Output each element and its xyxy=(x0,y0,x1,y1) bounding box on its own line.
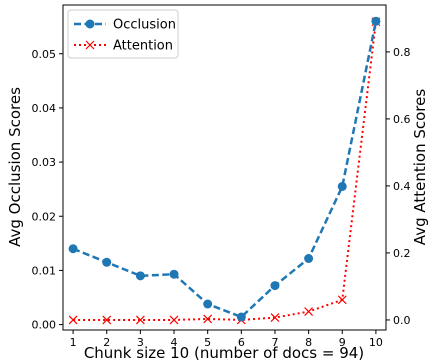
occlusion-point xyxy=(270,281,280,291)
x-tick-label: 10 xyxy=(369,336,383,349)
right-y-tick-label: 0.0 xyxy=(393,314,411,327)
right-y-tick-label: 0.8 xyxy=(393,46,411,59)
attention-point xyxy=(102,315,112,325)
legend-occlusion-marker xyxy=(85,19,95,29)
attention-point xyxy=(135,315,145,325)
right-y-axis-label: Avg Attention Scores xyxy=(411,89,429,246)
legend-attention-marker xyxy=(85,40,95,50)
left-y-tick-label: 0.04 xyxy=(32,102,57,115)
left-y-tick-label: 0.01 xyxy=(32,264,57,277)
occlusion-point xyxy=(304,254,314,263)
occlusion-point xyxy=(135,271,145,281)
x-axis: 1 2 3 4 5 6 7 8 9 10 xyxy=(70,330,383,349)
x-tick-label: 7 xyxy=(271,336,278,349)
left-y-tick-label: 0.00 xyxy=(32,319,57,332)
attention-series-line xyxy=(73,21,377,321)
x-tick-label: 3 xyxy=(137,336,144,349)
left-y-tick-label: 0.02 xyxy=(32,210,57,223)
occlusion-point xyxy=(169,269,179,279)
left-y-axis: 0.00 0.01 0.02 0.03 0.04 0.05 xyxy=(32,48,63,332)
left-y-tick-label: 0.05 xyxy=(32,48,57,61)
left-y-tick-label: 0.03 xyxy=(32,156,57,169)
x-tick-label: 8 xyxy=(305,336,312,349)
x-tick-label: 5 xyxy=(204,336,211,349)
x-tick-label: 6 xyxy=(238,336,245,349)
attention-point xyxy=(270,313,280,323)
right-y-tick-label: 0.4 xyxy=(393,180,411,193)
attention-point xyxy=(304,307,314,316)
occlusion-point xyxy=(68,244,78,254)
right-y-tick-label: 0.2 xyxy=(393,247,411,260)
x-axis-label: Chunk size 10 (number of docs = 94) xyxy=(84,344,364,362)
occlusion-point xyxy=(236,312,246,322)
x-tick-label: 9 xyxy=(339,336,346,349)
x-tick-label: 2 xyxy=(103,336,110,349)
occlusion-point xyxy=(102,257,112,267)
occlusion-point xyxy=(371,16,381,26)
right-y-axis: 0.0 0.2 0.4 0.6 0.8 xyxy=(386,46,411,327)
occlusion-point xyxy=(203,299,213,309)
legend-attention-label: Attention xyxy=(113,39,173,54)
attention-point xyxy=(68,315,78,325)
occlusion-series-line xyxy=(72,21,378,319)
legend: Occlusion Attention xyxy=(67,9,179,59)
legend-occlusion-label: Occlusion xyxy=(113,18,176,33)
occlusion-point xyxy=(337,181,347,191)
left-y-axis-label: Avg Occlusion Scores xyxy=(6,87,24,247)
x-tick-label: 1 xyxy=(70,336,77,349)
x-tick-label: 4 xyxy=(171,336,178,349)
attention-point xyxy=(203,314,213,324)
plot-frame xyxy=(62,4,387,331)
attention-point xyxy=(169,315,179,325)
right-y-tick-label: 0.6 xyxy=(393,113,411,126)
attention-point xyxy=(337,295,347,305)
series-layer xyxy=(68,16,381,325)
